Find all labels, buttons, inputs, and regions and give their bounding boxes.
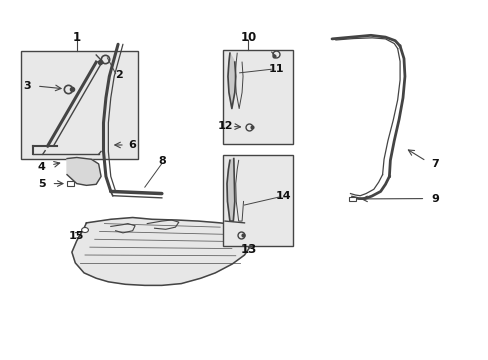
Bar: [21, 51, 137, 158]
Text: 2: 2: [115, 69, 122, 80]
Text: 3: 3: [23, 81, 31, 91]
Text: 4: 4: [38, 162, 45, 172]
Bar: [222, 50, 292, 144]
Text: 6: 6: [127, 140, 135, 150]
Text: 7: 7: [431, 159, 439, 169]
Text: 12: 12: [217, 121, 232, 131]
Circle shape: [81, 228, 88, 233]
Bar: [222, 155, 292, 246]
Text: 15: 15: [69, 231, 84, 242]
Text: 9: 9: [431, 194, 439, 203]
Text: 14: 14: [275, 191, 291, 201]
Text: 13: 13: [240, 243, 256, 256]
Text: 5: 5: [38, 179, 45, 189]
Polygon shape: [67, 157, 101, 185]
Text: 10: 10: [240, 31, 256, 44]
Bar: [67, 181, 74, 186]
Bar: [348, 197, 355, 202]
Text: 8: 8: [158, 156, 165, 166]
Polygon shape: [226, 158, 234, 221]
Text: 1: 1: [73, 31, 81, 44]
Polygon shape: [72, 217, 254, 285]
Text: 11: 11: [268, 64, 283, 74]
Polygon shape: [227, 53, 235, 109]
